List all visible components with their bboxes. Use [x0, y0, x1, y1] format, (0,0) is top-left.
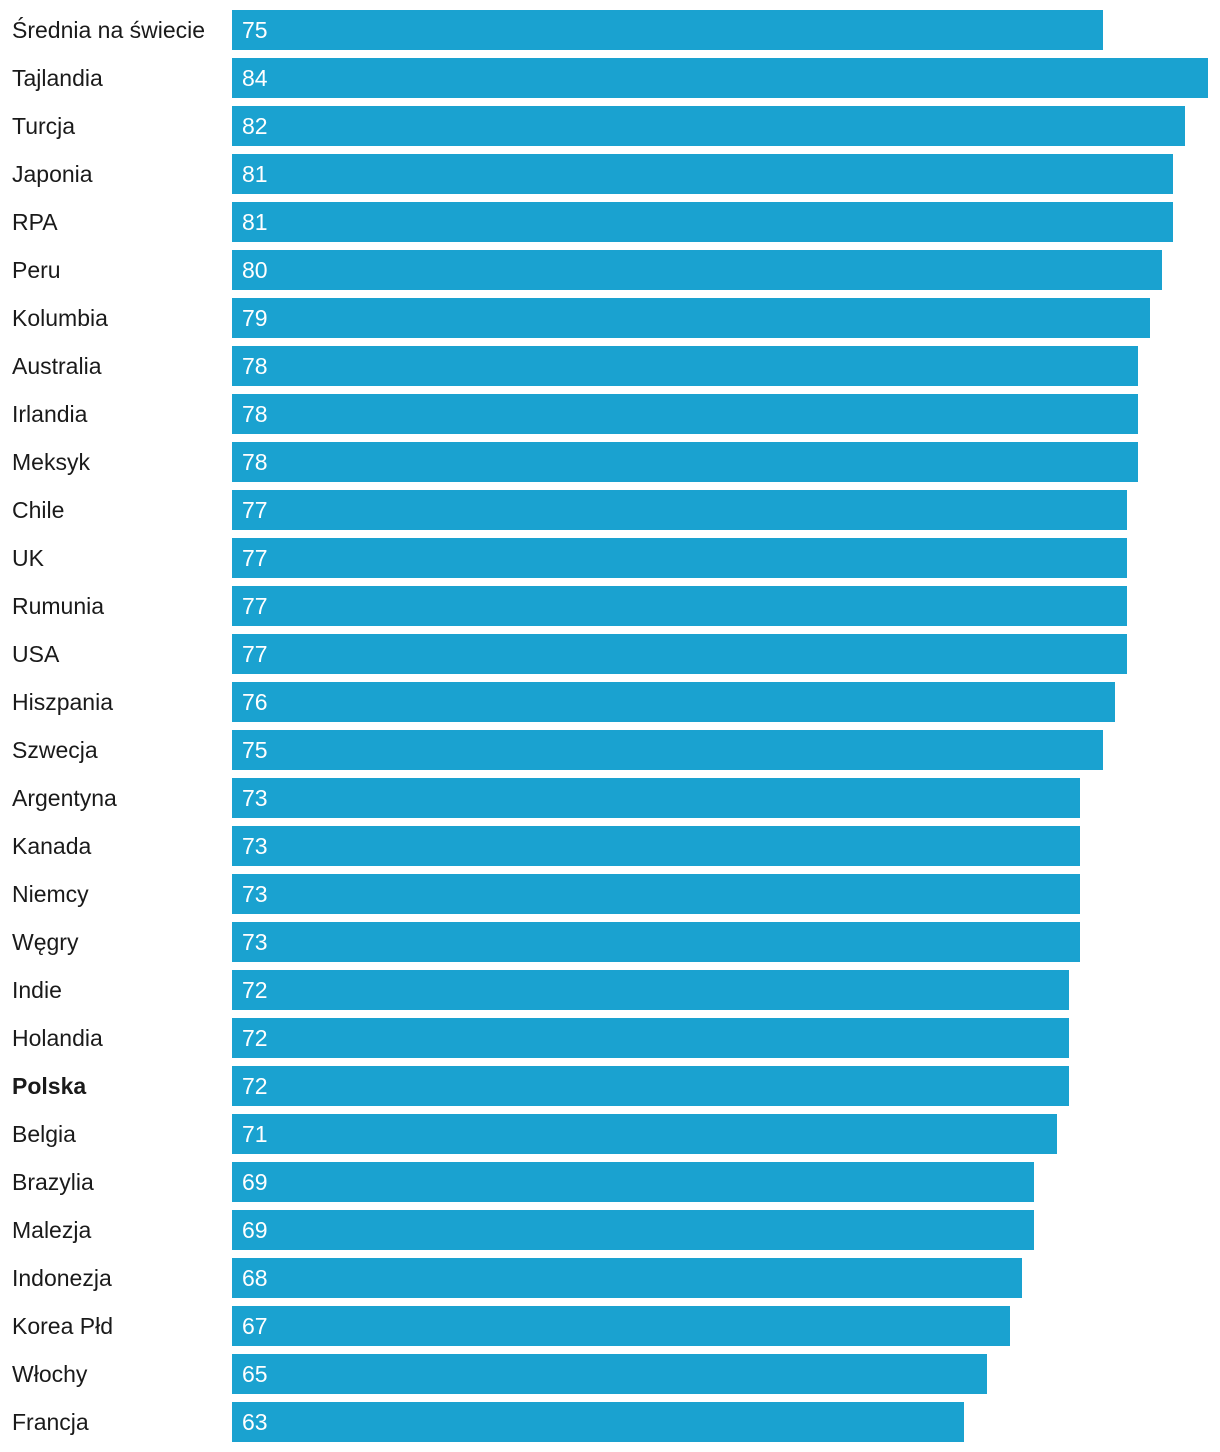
- value-label: 73: [242, 881, 268, 907]
- value-label: 75: [242, 737, 268, 763]
- category-label: RPA: [12, 209, 58, 235]
- bar: [232, 298, 1150, 338]
- category-label: Indonezja: [12, 1265, 112, 1291]
- bar: [232, 730, 1103, 770]
- category-label: Kanada: [12, 833, 92, 859]
- category-label: Japonia: [12, 161, 93, 187]
- value-label: 72: [242, 1073, 268, 1099]
- bar: [232, 1210, 1034, 1250]
- value-label: 78: [242, 449, 268, 475]
- bar: [232, 1162, 1034, 1202]
- category-label: Turcja: [12, 113, 75, 139]
- value-label: 82: [242, 113, 268, 139]
- value-label: 73: [242, 833, 268, 859]
- category-label: Australia: [12, 353, 102, 379]
- value-label: 77: [242, 641, 268, 667]
- bar: [232, 922, 1080, 962]
- bar: [232, 1354, 987, 1394]
- bar: [232, 346, 1138, 386]
- value-label: 80: [242, 257, 268, 283]
- value-label: 81: [242, 161, 268, 187]
- bar: [232, 1066, 1069, 1106]
- bar: [232, 586, 1127, 626]
- value-label: 68: [242, 1265, 268, 1291]
- bar: [232, 538, 1127, 578]
- value-label: 77: [242, 497, 268, 523]
- bar: [232, 682, 1115, 722]
- bar: [232, 394, 1138, 434]
- value-label: 71: [242, 1121, 268, 1147]
- bar: [232, 1114, 1057, 1154]
- category-label: Polska: [12, 1073, 86, 1099]
- category-label: Peru: [12, 257, 61, 283]
- category-label: USA: [12, 641, 60, 667]
- category-label: Chile: [12, 497, 64, 523]
- bar: [232, 970, 1069, 1010]
- category-label: Rumunia: [12, 593, 104, 619]
- value-label: 77: [242, 593, 268, 619]
- value-label: 72: [242, 1025, 268, 1051]
- category-label: Kolumbia: [12, 305, 108, 331]
- category-label: Irlandia: [12, 401, 88, 427]
- category-label: Korea Płd: [12, 1313, 113, 1339]
- bar: [232, 106, 1185, 146]
- bar: [232, 202, 1173, 242]
- value-label: 69: [242, 1217, 268, 1243]
- category-label: Francja: [12, 1409, 89, 1435]
- value-label: 73: [242, 785, 268, 811]
- value-label: 65: [242, 1361, 268, 1387]
- category-label: Tajlandia: [12, 65, 103, 91]
- bar: [232, 1258, 1022, 1298]
- category-label: Meksyk: [12, 449, 90, 475]
- category-label: Szwecja: [12, 737, 98, 763]
- value-label: 77: [242, 545, 268, 571]
- value-label: 67: [242, 1313, 268, 1339]
- value-label: 69: [242, 1169, 268, 1195]
- value-label: 79: [242, 305, 268, 331]
- value-label: 63: [242, 1409, 268, 1435]
- bar: [232, 1018, 1069, 1058]
- bar: [232, 874, 1080, 914]
- category-label: Belgia: [12, 1121, 76, 1147]
- value-label: 72: [242, 977, 268, 1003]
- category-label: Włochy: [12, 1361, 88, 1387]
- bar: [232, 778, 1080, 818]
- bar: [232, 250, 1162, 290]
- category-label: UK: [12, 545, 45, 571]
- category-label: Węgry: [12, 929, 79, 955]
- bar: [232, 826, 1080, 866]
- category-label: Malezja: [12, 1217, 91, 1243]
- value-label: 75: [242, 17, 268, 43]
- bar: [232, 58, 1208, 98]
- bar: [232, 634, 1127, 674]
- value-label: 78: [242, 401, 268, 427]
- bar: [232, 154, 1173, 194]
- value-label: 78: [242, 353, 268, 379]
- value-label: 81: [242, 209, 268, 235]
- bar: [232, 1402, 964, 1442]
- bar: [232, 10, 1103, 50]
- category-label: Holandia: [12, 1025, 103, 1051]
- category-label: Indie: [12, 977, 62, 1003]
- bar: [232, 490, 1127, 530]
- category-label: Argentyna: [12, 785, 117, 811]
- value-label: 76: [242, 689, 268, 715]
- bar: [232, 442, 1138, 482]
- value-label: 84: [242, 65, 268, 91]
- category-label: Brazylia: [12, 1169, 94, 1195]
- category-label: Niemcy: [12, 881, 89, 907]
- value-label: 73: [242, 929, 268, 955]
- category-label: Średnia na świecie: [12, 16, 205, 43]
- category-label: Hiszpania: [12, 689, 113, 715]
- bar: [232, 1306, 1010, 1346]
